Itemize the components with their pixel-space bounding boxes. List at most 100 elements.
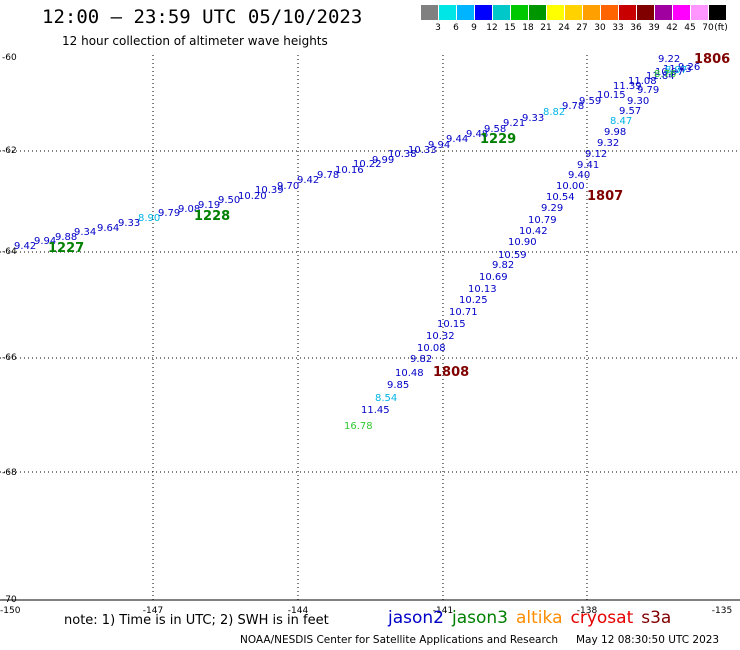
- wave-height-value: 10.15: [437, 319, 466, 330]
- color-scale-label: 9: [471, 23, 477, 33]
- wave-height-value: 9.82: [492, 260, 514, 271]
- color-swatch: [547, 5, 565, 20]
- color-swatch: [439, 5, 457, 20]
- color-scale-label: 24: [558, 23, 570, 33]
- wave-height-value: 10.25: [459, 295, 488, 306]
- color-scale-label: 33: [612, 23, 624, 33]
- wave-height-value: 9.34: [74, 227, 96, 238]
- color-swatch: [691, 5, 709, 20]
- latitude-label: -66: [2, 353, 17, 363]
- latitude-label: -70: [2, 595, 17, 605]
- wave-height-value: 10.20: [238, 191, 267, 202]
- wave-height-value: 10.13: [468, 284, 497, 295]
- color-scale-label: 15: [504, 23, 516, 33]
- footer-note: note: 1) Time is in UTC; 2) SWH is in fe…: [64, 613, 329, 628]
- map-title: 12:00 – 23:59 UTC 05/10/2023: [42, 6, 363, 28]
- wave-height-value: 9.29: [541, 203, 563, 214]
- satellite-legend-item: jason2: [388, 608, 444, 628]
- wave-height-value: 10.08: [417, 343, 446, 354]
- footer-credit: NOAA/NESDIS Center for Satellite Applica…: [240, 634, 719, 646]
- color-scale-label: 27: [576, 23, 588, 33]
- wave-height-value: 9.19: [198, 200, 220, 211]
- wave-height-value: 9.82: [410, 354, 432, 365]
- wave-height-value: 8.76: [654, 69, 676, 80]
- color-swatch: [709, 5, 727, 20]
- wave-height-value: 9.58: [484, 124, 506, 135]
- map-grid: [0, 55, 740, 601]
- wave-height-value: 9.32: [597, 138, 619, 149]
- color-swatch: [601, 5, 619, 20]
- longitude-label: -141: [433, 606, 453, 616]
- color-swatch: [673, 5, 691, 20]
- wave-height-value: 8.90: [138, 213, 160, 224]
- pass-time-label: 1808: [433, 365, 469, 380]
- wave-height-value: 10.42: [519, 226, 548, 237]
- wave-height-value: 9.57: [619, 106, 641, 117]
- longitude-label: -150: [0, 606, 21, 616]
- color-scale-label: 45: [684, 23, 696, 33]
- wave-height-value: 10.90: [508, 237, 537, 248]
- wave-height-value: 9.98: [604, 127, 626, 138]
- satellite-legend-item: s3a: [641, 608, 672, 628]
- wave-height-value: 9.26: [678, 62, 700, 73]
- wave-height-value: 9.48: [466, 129, 488, 140]
- wave-height-value: 9.79: [637, 85, 659, 96]
- color-swatch: [529, 5, 547, 20]
- wave-height-value: 10.71: [449, 307, 478, 318]
- satellite-track-2: 9.268.978.76 9.799.309.578.479.989.329.12…: [344, 52, 730, 432]
- credit-text: NOAA/NESDIS Center for Satellite Applica…: [240, 634, 558, 646]
- color-scale-label: 42: [666, 23, 678, 33]
- color-scale-label: 3: [435, 23, 441, 33]
- color-swatch: [421, 5, 439, 20]
- color-scale-label: 18: [522, 23, 534, 33]
- satellite-legend-item: cryosat: [570, 608, 634, 628]
- color-scale-label: (ft): [714, 23, 728, 33]
- wave-height-value: 10.33: [408, 145, 437, 156]
- longitude-label: -144: [288, 606, 309, 616]
- wave-height-value: 11.84: [646, 71, 675, 82]
- wave-height-value: 9.78: [317, 170, 339, 181]
- pass-time-label: 1229: [480, 132, 516, 147]
- longitude-label: -138: [577, 606, 598, 616]
- pass-time-label: 1807: [587, 189, 623, 204]
- wave-height-value: 10.32: [426, 331, 455, 342]
- wave-height-value: 9.41: [577, 160, 599, 171]
- color-scale-swatches: [421, 5, 727, 21]
- color-scale-label: 6: [453, 23, 459, 33]
- color-swatch: [475, 5, 493, 20]
- satellite-legend: jason2 jason3 altika cryosat s3a: [388, 608, 679, 628]
- wave-height-value: 9.33: [522, 113, 544, 124]
- latitude-label: -62: [2, 146, 17, 156]
- wave-height-value: 10.38: [388, 149, 417, 160]
- wave-height-value: 10.22: [353, 159, 382, 170]
- wave-height-value: 10.69: [479, 272, 508, 283]
- color-swatch: [583, 5, 601, 20]
- wave-height-value: 9.99: [372, 155, 394, 166]
- map-subtitle: 12 hour collection of altimeter wave hei…: [62, 34, 328, 48]
- satellite-track-1: 9.429.949.889.34 9.649.338.909.799.089.19…: [14, 54, 692, 256]
- wave-height-value: 11.45: [361, 405, 390, 416]
- wave-height-value: 9.59: [579, 96, 601, 107]
- color-swatch: [493, 5, 511, 20]
- wave-height-value: 9.78: [562, 101, 584, 112]
- wave-height-value: 9.44: [446, 134, 468, 145]
- pass-time-label: 1806: [694, 52, 730, 67]
- wave-height-value: 10.59: [498, 250, 527, 261]
- wave-height-value: 10.16: [335, 165, 364, 176]
- wave-height-value: 10.48: [395, 368, 424, 379]
- wave-height-value: 9.12: [585, 149, 607, 160]
- wave-height-value: 9.70: [277, 181, 299, 192]
- latitude-label: -64: [2, 247, 17, 257]
- color-scale-label: 30: [594, 23, 606, 33]
- wave-height-value: 8.47: [610, 116, 632, 127]
- generated-timestamp: May 12 08:30:50 UTC 2023: [576, 634, 720, 646]
- color-scale-label: 36: [630, 23, 642, 33]
- pass-time-label: 1227: [48, 241, 84, 256]
- color-scale-label: 39: [648, 23, 660, 33]
- wave-height-value: 9.64: [97, 223, 119, 234]
- wave-height-value: 8.97: [665, 65, 687, 76]
- wave-height-value: 9.33: [118, 218, 140, 229]
- wave-height-value: 11.43: [663, 64, 692, 75]
- wave-height-value: 10.00: [556, 181, 585, 192]
